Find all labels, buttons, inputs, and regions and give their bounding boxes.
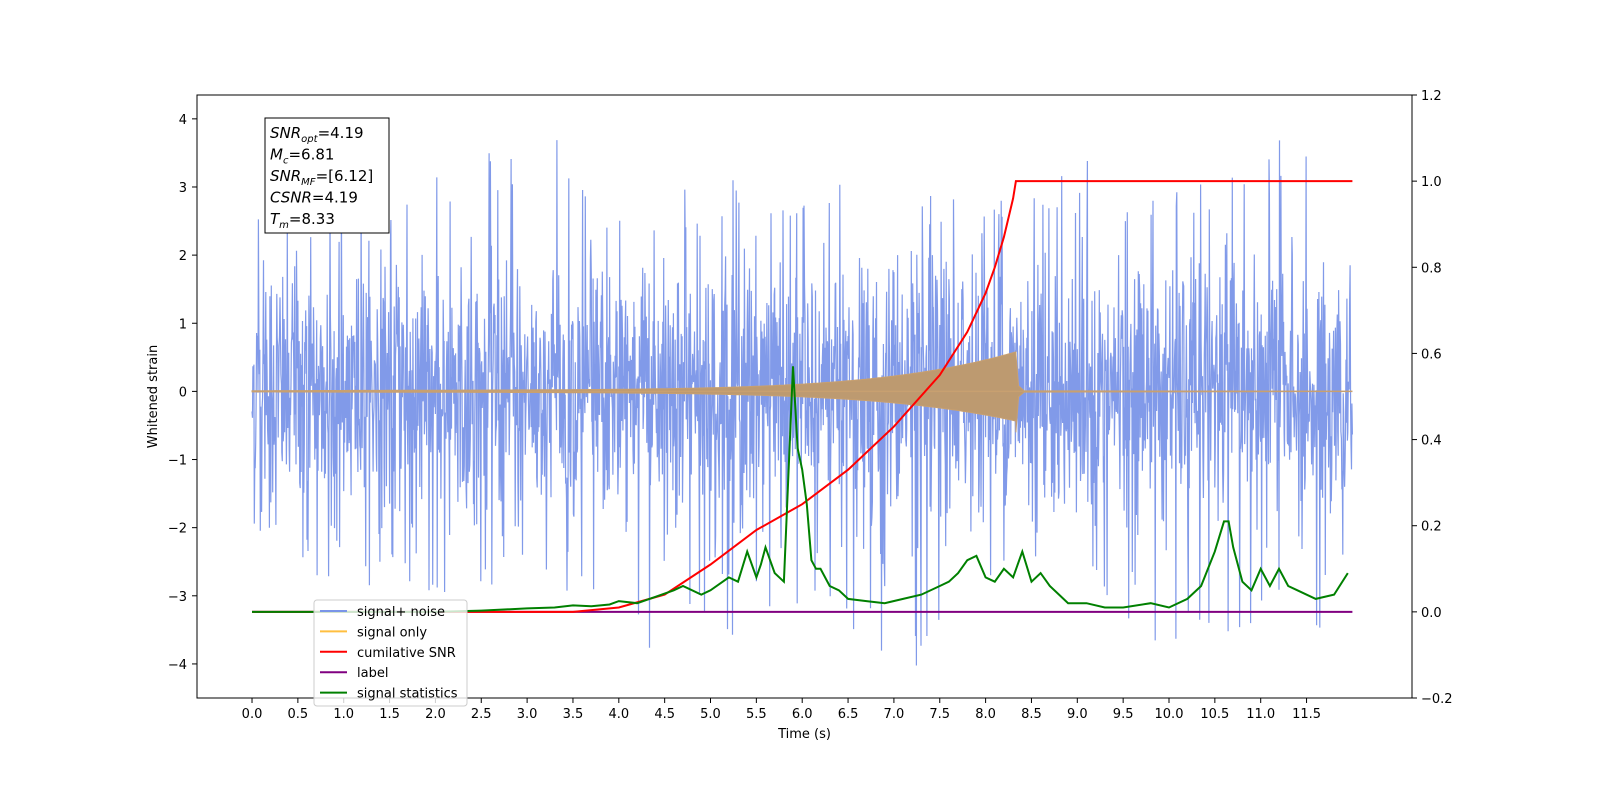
y2-tick-label: 1.2 [1421, 89, 1442, 104]
x-tick-label: 3.0 [517, 707, 538, 722]
x-tick-label: 3.5 [563, 707, 584, 722]
y-tick-label: −3 [168, 590, 187, 605]
y2-tick-label: 0.2 [1421, 520, 1442, 535]
y-axis-label: Whitened strain [146, 345, 161, 448]
x-tick-label: 10.5 [1200, 707, 1229, 722]
noise-trace-layer [251, 140, 1353, 666]
x-tick-label: 9.0 [1067, 707, 1088, 722]
legend-frame [313, 599, 468, 707]
x-tick-label: 1.5 [379, 707, 400, 722]
y-tick-label: 3 [179, 181, 187, 196]
x-tick-label: 8.5 [1021, 707, 1042, 722]
y2-tick-label: 1.0 [1421, 175, 1442, 190]
x-tick-label: 9.5 [1113, 707, 1134, 722]
signal-statistics-line [252, 366, 1349, 613]
y2-tick-label: 0.4 [1421, 434, 1442, 449]
y2-tick-label: −0.2 [1421, 692, 1453, 707]
legend-entry: label [357, 666, 388, 681]
legend-entry: cumilative SNR [357, 646, 456, 661]
x-tick-label: 4.5 [654, 707, 675, 722]
legend: signal+ noise signal only cumilative SNR la… [313, 599, 468, 707]
y2-axis-ticks: 1.2 1.0 0.8 0.6 0.4 0.2 0.0 −0.2 [1412, 89, 1453, 707]
y-tick-label: −1 [168, 454, 187, 469]
annotation-line: SNRopt=4.19 [270, 124, 364, 145]
x-tick-label: 10.0 [1155, 707, 1184, 722]
signal-plus-noise-trace [251, 140, 1353, 666]
y-tick-label: 4 [179, 113, 187, 128]
y-tick-label: 1 [179, 317, 187, 332]
y2-tick-label: 0.0 [1421, 606, 1442, 621]
x-tick-label: 8.0 [975, 707, 996, 722]
y-tick-label: 2 [179, 249, 187, 264]
y2-tick-label: 0.6 [1421, 347, 1442, 362]
annotation-frame [264, 117, 390, 234]
x-tick-label: 7.0 [884, 707, 905, 722]
y-tick-label: 0 [179, 385, 187, 400]
annotation-line: Mc=6.81 [270, 146, 334, 167]
x-tick-label: 6.0 [792, 707, 813, 722]
x-tick-label: 6.5 [838, 707, 859, 722]
cumulative-snr-line [252, 180, 1353, 613]
y-tick-label: −2 [168, 522, 187, 537]
signal-trace-layer [251, 351, 1353, 433]
legend-entry: signal+ noise [357, 605, 445, 620]
x-axis-ticks: 0.0 0.5 1.0 1.5 2.0 2.5 3.0 3.5 4.0 4.5 5.0 5.5 6.0 6… [242, 698, 1321, 722]
y-tick-label: −4 [168, 658, 187, 673]
annotation-line: SNRMF=[6.12] [270, 167, 373, 188]
annotation-line: Tm=8.33 [270, 210, 335, 231]
x-tick-label: 0.5 [288, 707, 309, 722]
x-tick-label: 5.5 [746, 707, 767, 722]
x-tick-label: 2.5 [471, 707, 492, 722]
y-axis-ticks: 4 3 2 1 0 −1 −2 −3 −4 [168, 113, 197, 673]
annotation-line: CSNR=4.19 [270, 189, 358, 207]
x-tick-label: 1.0 [333, 707, 354, 722]
legend-entry: signal statistics [357, 687, 458, 702]
plot-frame [196, 94, 1413, 699]
x-tick-label: 2.0 [425, 707, 446, 722]
x-tick-label: 7.5 [929, 707, 950, 722]
x-tick-label: 4.0 [608, 707, 629, 722]
legend-entry: signal only [357, 625, 427, 640]
y2-tick-label: 0.8 [1421, 261, 1442, 276]
x-tick-label: 5.0 [700, 707, 721, 722]
x-axis-label: Time (s) [777, 727, 831, 742]
x-tick-label: 11.0 [1246, 707, 1275, 722]
x-tick-label: 11.5 [1292, 707, 1321, 722]
x-tick-label: 0.0 [242, 707, 263, 722]
